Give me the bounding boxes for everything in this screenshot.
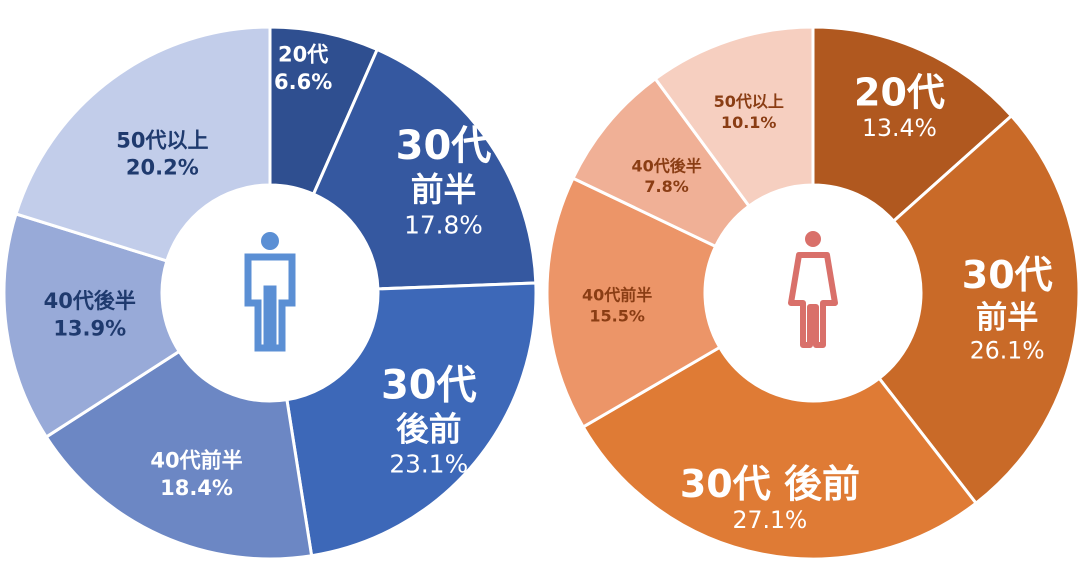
slice-category-label: 20代 <box>854 71 945 115</box>
slice-category-label: 30代 <box>396 123 492 169</box>
slice-label: 50代以上 20.2% <box>116 128 208 179</box>
slice-category-label: 20代 <box>278 43 328 67</box>
slice-percent-label: 13.4% <box>862 114 937 142</box>
slice-label: 40代後半 7.8% <box>631 156 701 196</box>
slice-label: 40代前半 18.4% <box>150 449 242 500</box>
slice-percent-label: 15.5% <box>589 306 645 325</box>
slice-label: 40代後半 13.9% <box>44 289 136 340</box>
slice-percent-label: 18.4% <box>160 476 233 500</box>
slice-percent-label: 6.6% <box>274 70 332 94</box>
slice-category-label: 前半 <box>411 171 477 209</box>
slice-category-label: 30代 <box>962 253 1053 297</box>
slice-percent-label: 7.8% <box>644 177 688 196</box>
slice-percent-label: 10.1% <box>721 113 777 132</box>
slice-label: 20代 6.6% <box>274 43 332 94</box>
slice-percent-label: 27.1% <box>733 506 808 534</box>
male-person-icon <box>244 232 296 352</box>
slice-percent-label: 13.9% <box>53 317 126 341</box>
slice-percent-label: 23.1% <box>389 450 468 479</box>
slice-category-label: 50代以上 <box>714 92 784 111</box>
slice-category-label: 30代 後前 <box>680 462 860 506</box>
slice-label: 50代以上 10.1% <box>714 92 784 132</box>
slice-percent-label: 17.8% <box>404 210 483 239</box>
slice-category-label: 40代前半 <box>582 286 652 305</box>
female-person-icon <box>788 231 838 348</box>
slice-percent-label: 26.1% <box>970 337 1045 365</box>
slice-category-label: 40代後半 <box>44 289 136 313</box>
donut-hole <box>705 185 921 401</box>
slice-category-label: 40代後半 <box>631 156 701 175</box>
slice-category-label: 40代前半 <box>150 449 242 473</box>
slice-category-label: 30代 <box>381 362 477 408</box>
slice-category-label: 50代以上 <box>116 128 208 152</box>
slice-category-label: 前半 <box>976 300 1038 336</box>
male-donut-chart: 20代6.6%30代前半17.8%30代後前23.1%40代前半18.4%40代… <box>2 25 538 561</box>
donut-slice <box>877 113 1081 506</box>
slice-percent-label: 20.2% <box>126 156 199 180</box>
slice-category-label: 後前 <box>396 410 462 448</box>
